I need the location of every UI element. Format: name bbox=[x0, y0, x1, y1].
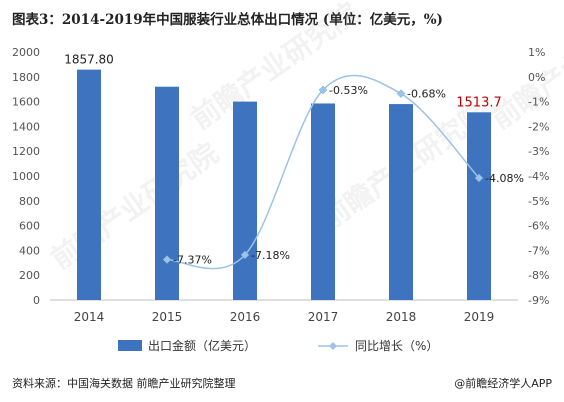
line-data-label: -0.68% bbox=[407, 88, 446, 101]
line-data-label: -7.37% bbox=[173, 254, 212, 267]
bar-data-label: 1513.7 bbox=[456, 95, 502, 110]
growth-line bbox=[166, 74, 480, 270]
y-left-tick-label: 0 bbox=[33, 294, 40, 307]
axes: 0 200 400 600 800 1000 1200 1400 1600 1800 2000 -9%… bbox=[12, 46, 549, 324]
y-right-tick-label: -5% bbox=[528, 195, 549, 208]
watermark-text: 前瞻产业研究院 bbox=[485, 0, 564, 136]
bar bbox=[155, 86, 179, 300]
line-point bbox=[474, 173, 484, 183]
line-point bbox=[240, 250, 250, 260]
legend: 出口金额（亿美元） 同比增长（%） bbox=[118, 338, 438, 353]
bar bbox=[311, 103, 335, 301]
bar bbox=[233, 101, 257, 300]
chart-title: 图表3：2014-2019年中国服装行业总体出口情况 (单位：亿美元，%) bbox=[12, 12, 443, 28]
legend-line-label: 同比增长（%） bbox=[355, 339, 438, 353]
y-left-tick-label: 1400 bbox=[12, 120, 40, 133]
legend-bar-label: 出口金额（亿美元） bbox=[148, 338, 256, 353]
bar-series bbox=[77, 69, 491, 301]
y-left-tick-label: 1000 bbox=[12, 170, 40, 183]
y-right-tick-label: -1% bbox=[528, 96, 549, 109]
y-right-tick-label: -6% bbox=[528, 220, 549, 233]
y-left-tick-label: 200 bbox=[19, 269, 40, 282]
data-labels: 1857.80 1513.7 -7.37% -7.18% -0.53% -0.68% -4.… bbox=[64, 53, 524, 267]
y-right-tick-label: -7% bbox=[528, 244, 549, 257]
x-tick-label: 2019 bbox=[464, 310, 495, 324]
y-left-tick-label: 800 bbox=[19, 195, 40, 208]
y-left-tick-label: 400 bbox=[19, 244, 40, 257]
y-right-tick-label: 1% bbox=[528, 46, 545, 59]
line-point bbox=[162, 255, 172, 264]
bar-data-label: 1857.80 bbox=[64, 53, 114, 67]
source-note: 资料来源：中国海关数据 前瞻产业研究院整理 bbox=[12, 377, 236, 390]
line-data-label: -7.18% bbox=[251, 249, 290, 262]
y-right-tick-label: 0% bbox=[528, 71, 545, 84]
legend-line-marker bbox=[329, 342, 337, 350]
y-left-tick-label: 1800 bbox=[12, 71, 40, 84]
line-data-label: -4.08% bbox=[485, 172, 524, 185]
y-left-tick-label: 2000 bbox=[12, 46, 40, 59]
y-right-tick-label: -3% bbox=[528, 145, 549, 158]
y-right-tick-label: -8% bbox=[528, 269, 549, 282]
x-tick-label: 2014 bbox=[74, 310, 105, 324]
y-left-tick-label: 1200 bbox=[12, 145, 40, 158]
bar bbox=[389, 104, 413, 300]
bar bbox=[467, 112, 491, 300]
y-right-tick-label: -4% bbox=[528, 170, 549, 183]
line-series bbox=[162, 74, 484, 270]
credit-note: @前瞻经济学人APP bbox=[454, 377, 552, 390]
y-right-tick-label: -9% bbox=[528, 294, 549, 307]
x-tick-label: 2017 bbox=[308, 310, 339, 324]
y-left-tick-label: 600 bbox=[19, 220, 40, 233]
bar bbox=[77, 69, 101, 300]
legend-bar-swatch bbox=[118, 340, 142, 351]
x-tick-label: 2018 bbox=[386, 310, 417, 324]
line-data-label: -0.53% bbox=[329, 84, 368, 97]
y-left-tick-label: 1600 bbox=[12, 96, 40, 109]
line-point bbox=[396, 89, 406, 99]
line-point bbox=[318, 85, 328, 95]
watermark-text: 前瞻产业研究院 bbox=[185, 0, 364, 136]
x-tick-label: 2016 bbox=[230, 310, 261, 324]
x-tick-label: 2015 bbox=[152, 310, 183, 324]
y-right-tick-label: -2% bbox=[528, 120, 549, 133]
